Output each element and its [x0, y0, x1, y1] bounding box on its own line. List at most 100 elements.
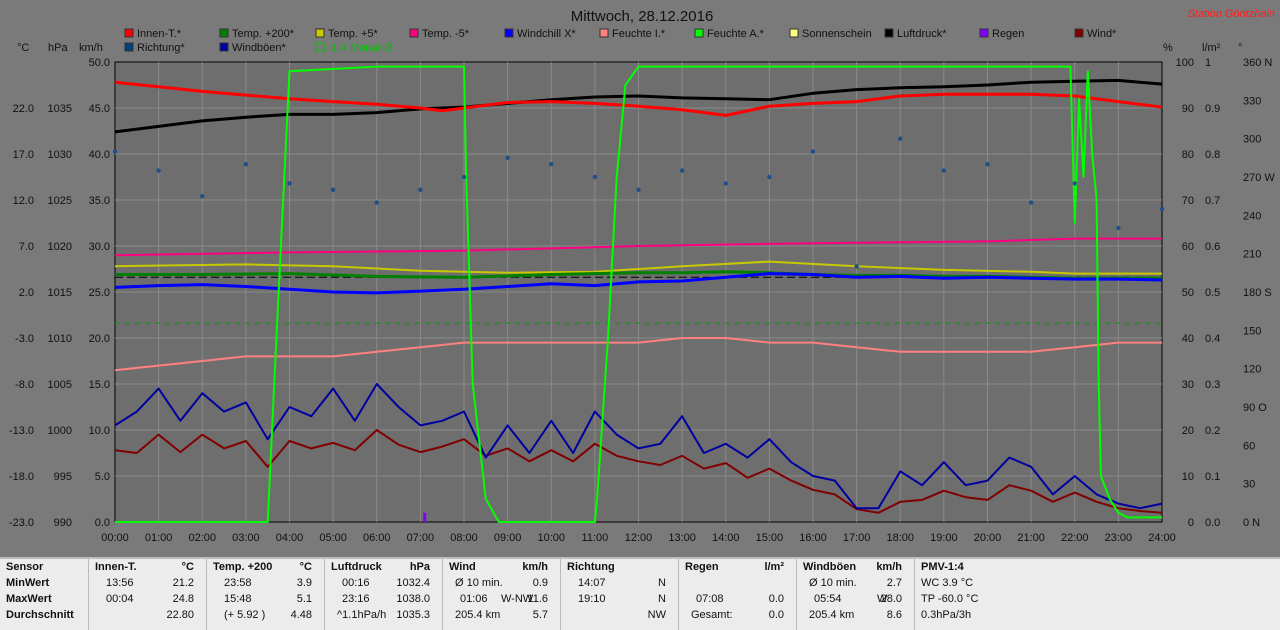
axis-header-hpa: hPa [48, 42, 68, 54]
celsius-tick-label: 7.0 [19, 241, 34, 253]
celsius-tick-label: 2.0 [19, 287, 34, 299]
boen-r1b: 2.7 [886, 577, 902, 589]
deg-tick-label: 90 O [1243, 402, 1267, 414]
celsius-tick-label: 22.0 [13, 103, 34, 115]
percent-tick-label: 80 [1182, 149, 1194, 161]
luft-trend: ^1.1hPa/h [337, 609, 387, 621]
col-innen: Innen-T. °C 13:56 21.2 00:04 24.8 22.80 [88, 559, 206, 630]
boen-unit: km/h [876, 561, 902, 573]
col-luftdruck: Luftdruck hPa 00:16 1032.4 23:16 1038.0 ^1.… [324, 559, 442, 630]
innen-min: 21.2 [172, 577, 194, 589]
direction-point [287, 181, 292, 186]
x-tick-label: 18:00 [886, 532, 914, 544]
axis-header-percent: % [1163, 42, 1173, 54]
innen-max: 24.8 [172, 593, 194, 605]
x-tick-label: 20:00 [974, 532, 1002, 544]
direction-point [200, 193, 205, 199]
direction-point [636, 187, 641, 192]
series-line-windb-en [114, 383, 1163, 510]
temp200-avg-extra: (+ 5.92 ) [224, 609, 266, 621]
legend-swatch [599, 28, 609, 38]
x-tick-label: 10:00 [537, 532, 565, 544]
percent-tick-label: 10 [1182, 471, 1194, 483]
col-regen: Regen l/m² 07:08 0.0 Gesamt: 0.0 [678, 559, 796, 630]
direction-point [810, 149, 816, 154]
direction-point [1072, 181, 1077, 186]
direction-point [985, 162, 990, 167]
col-richtung: Richtung 14:07 N 19:10 N NW [560, 559, 678, 630]
legend: Innen-T.* Temp. +200* Temp. +5* Temp. -5* Wi… [124, 28, 1117, 54]
x-tick-label: 24:00 [1148, 532, 1176, 544]
x-tick-label: 14:00 [712, 532, 740, 544]
x-tick-label: 08:00 [450, 532, 478, 544]
x-tick-label: 01:00 [145, 532, 173, 544]
lm2-tick-label: 0.9 [1205, 103, 1220, 115]
wind-r1b: 0.9 [532, 577, 548, 589]
regen-r2a: 07:08 [696, 593, 724, 605]
legend-swatch [504, 28, 514, 38]
col-temp200: Temp. +200 °C 23:58 3.9 15:48 5.1 (+ 5.92 )… [206, 559, 324, 630]
deg-tick-label: 30 [1243, 479, 1255, 491]
percent-tick-label: 90 [1182, 103, 1194, 115]
legend-swatch [1074, 28, 1084, 38]
direction-point [592, 174, 598, 180]
axis-header-lm2: l/m² [1202, 42, 1221, 54]
kmh-tick-label: 20.0 [89, 333, 110, 345]
wind-unit: km/h [522, 561, 548, 573]
temp200-title: Temp. +200 [213, 561, 273, 573]
wind-r2a: 01:06 [460, 593, 488, 605]
x-tick-label: 12:00 [625, 532, 653, 544]
innen-min-time: 13:56 [106, 577, 134, 589]
legend-label: Windböen* [232, 42, 287, 54]
celsius-tick-label: 17.0 [13, 149, 34, 161]
kmh-tick-label: 50.0 [89, 57, 110, 69]
percent-tick-label: 30 [1182, 379, 1194, 391]
legend-swatch [219, 42, 229, 52]
legend-label: Richtung* [137, 42, 185, 54]
legend-swatch [884, 28, 894, 38]
luft-title: Luftdruck [331, 561, 382, 573]
lm2-tick-label: 0.1 [1205, 471, 1220, 483]
percent-tick-label: 60 [1182, 241, 1194, 253]
station-name: Station Göritzhain [1188, 8, 1275, 20]
x-tick-label: 19:00 [930, 532, 958, 544]
x-axis-labels: 00:00 01:00 02:00 03:00 04:00 05:00 06:00 07:00… [101, 532, 1176, 544]
legend-swatch [789, 28, 799, 38]
legend-swatch [124, 42, 134, 52]
luft-max-time: 23:16 [342, 593, 370, 605]
x-tick-label: 22:00 [1061, 532, 1089, 544]
percent-tick-label: 20 [1182, 425, 1194, 437]
richtung-r1a: 14:07 [578, 577, 606, 589]
temp200-min-time: 23:58 [224, 577, 252, 589]
direction-point [549, 162, 554, 167]
axis-header-celsius: °C [17, 42, 29, 54]
legend-swatch [315, 28, 325, 38]
direction-point [898, 136, 903, 141]
innen-title: Innen-T. [95, 561, 137, 573]
hpa-tick-label: 1015 [48, 287, 72, 299]
deg-tick-label: 0 N [1243, 517, 1260, 529]
percent-tick-label: 40 [1182, 333, 1194, 345]
series-line-feuchte-i [114, 337, 1162, 372]
celsius-tick-label: -3.0 [15, 333, 34, 345]
boen-r3b: 8.6 [886, 609, 902, 621]
temp200-max-time: 15:48 [224, 593, 252, 605]
x-tick-label: 17:00 [843, 532, 871, 544]
wind-r3a: 205.4 km [455, 609, 501, 621]
y-axis-labels: 22.0 17.0 12.0 7.0 2.0 -3.0 -8.0 -13.0 -18.0 -23.… [9, 57, 1275, 529]
innen-max-time: 00:04 [106, 593, 134, 605]
deg-tick-label: 270 W [1243, 172, 1275, 184]
x-tick-label: 11:00 [582, 532, 609, 544]
direction-point [1028, 200, 1034, 205]
boen-r2m: W [877, 593, 888, 605]
boen-r1a: Ø 10 min. [809, 577, 857, 589]
hpa-tick-label: 1035 [48, 103, 72, 115]
series-line-temp-5 [114, 260, 1162, 275]
series-line-wind [114, 429, 1163, 514]
legend-label: Feuchte I.* [612, 28, 666, 40]
legend-swatch [124, 28, 134, 38]
temp200-avg: 4.48 [290, 609, 312, 621]
innen-avg: 22.80 [166, 609, 194, 621]
x-tick-label: 23:00 [1105, 532, 1133, 544]
legend-label: Wind* [1087, 28, 1117, 40]
